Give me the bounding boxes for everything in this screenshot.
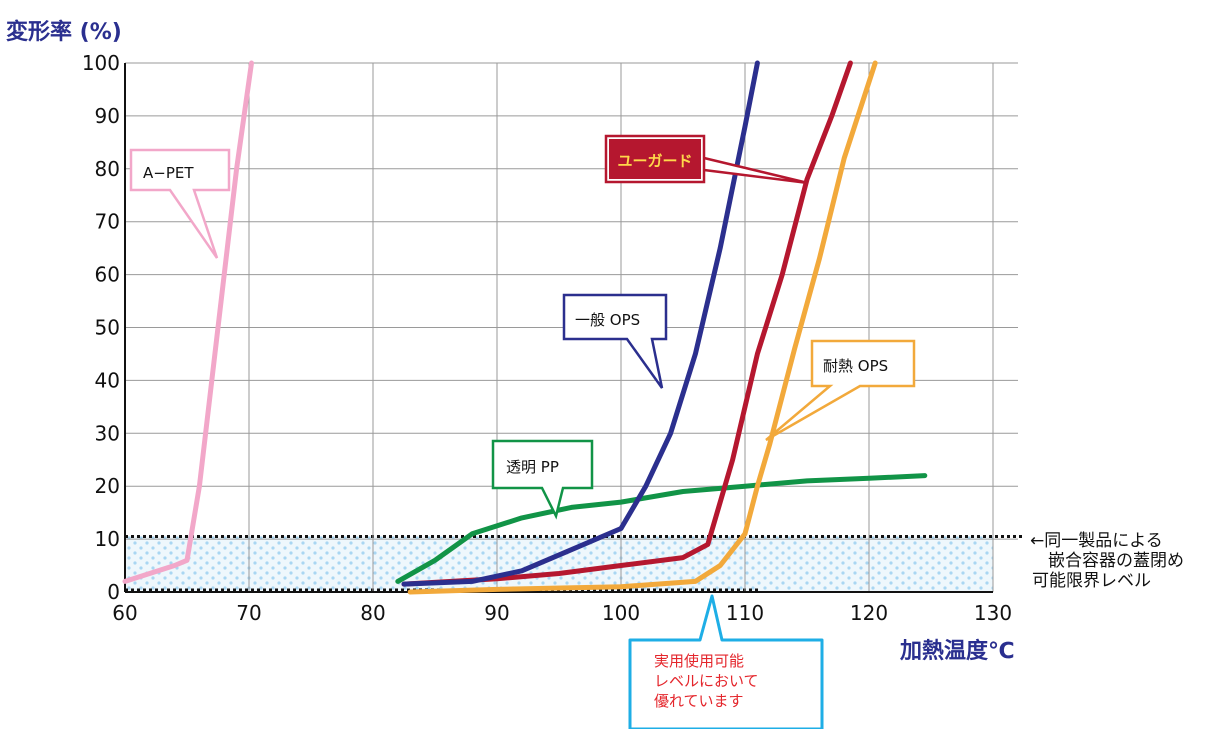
y-tick-label: 10 bbox=[95, 527, 120, 551]
series-line-1 bbox=[401, 60, 760, 587]
y-tick-label: 20 bbox=[95, 474, 120, 498]
y-tick-label: 30 bbox=[95, 421, 120, 445]
callout-pp: 透明 PP bbox=[491, 439, 594, 520]
y-tick-label: 90 bbox=[95, 104, 120, 128]
y-tick-label: 50 bbox=[95, 316, 120, 340]
limit-note-line1: ←同一製品による bbox=[1030, 531, 1163, 551]
x-tick-label: 120 bbox=[850, 601, 888, 625]
series-line-4 bbox=[395, 473, 928, 584]
series-line-2 bbox=[401, 60, 853, 587]
callout-practical-line2: レベルにおいて bbox=[654, 672, 759, 690]
callout-yugard: ユーガード bbox=[604, 134, 809, 185]
x-axis-title: 加熱温度℃ bbox=[900, 639, 1015, 664]
y-tick-label: 80 bbox=[95, 157, 120, 181]
x-tick-label: 80 bbox=[360, 601, 385, 625]
y-tick-label: 60 bbox=[95, 263, 120, 287]
limit-note-line2: 嵌合容器の蓋閉め bbox=[1048, 551, 1184, 571]
callout-pp-label: 透明 PP bbox=[506, 458, 559, 476]
limit-band-dots bbox=[125, 536, 993, 592]
callout-practical-line1: 実用使用可能 bbox=[654, 652, 744, 670]
callout-practical: 実用使用可能 レベルにおいて 優れています bbox=[628, 594, 824, 729]
y-axis-title: 変形率 (%) bbox=[6, 20, 122, 45]
x-tick-label: 90 bbox=[484, 601, 509, 625]
series-line-3 bbox=[407, 60, 878, 595]
grid bbox=[124, 62, 1018, 593]
x-tick-label: 130 bbox=[974, 601, 1012, 625]
callout-heat-ops: 耐熱 OPS bbox=[765, 339, 916, 442]
limit-band bbox=[125, 534, 1022, 592]
x-tick-label: 100 bbox=[602, 601, 640, 625]
callout-ops-label: 一般 OPS bbox=[575, 311, 640, 329]
y-tick-label: 40 bbox=[95, 368, 120, 392]
series-lines bbox=[122, 60, 928, 595]
y-tick-label: 70 bbox=[95, 210, 120, 234]
axis-ticks: 0 10 20 30 40 50 60 70 80 90 100 60 70 80 90 100 110 120 1… bbox=[82, 51, 1012, 625]
y-tick-label: 100 bbox=[82, 51, 120, 75]
callout-heat-ops-label: 耐熱 OPS bbox=[823, 357, 888, 375]
callout-ops: 一般 OPS bbox=[562, 293, 668, 389]
x-tick-label: 110 bbox=[726, 601, 764, 625]
callout-practical-line3: 優れています bbox=[654, 692, 744, 710]
callout-yugard-label: ユーガード bbox=[617, 152, 692, 170]
limit-note-line3: 可能限界レベル bbox=[1032, 571, 1151, 591]
callout-apet: A−PET bbox=[129, 148, 231, 259]
limit-note: ←同一製品による 嵌合容器の蓋閉め 可能限界レベル bbox=[1030, 531, 1184, 591]
y-tick-label: 0 bbox=[107, 580, 120, 604]
x-tick-label: 60 bbox=[112, 601, 137, 625]
series-line-0 bbox=[122, 60, 254, 584]
callout-apet-label: A−PET bbox=[143, 164, 194, 182]
x-tick-label: 70 bbox=[236, 601, 261, 625]
